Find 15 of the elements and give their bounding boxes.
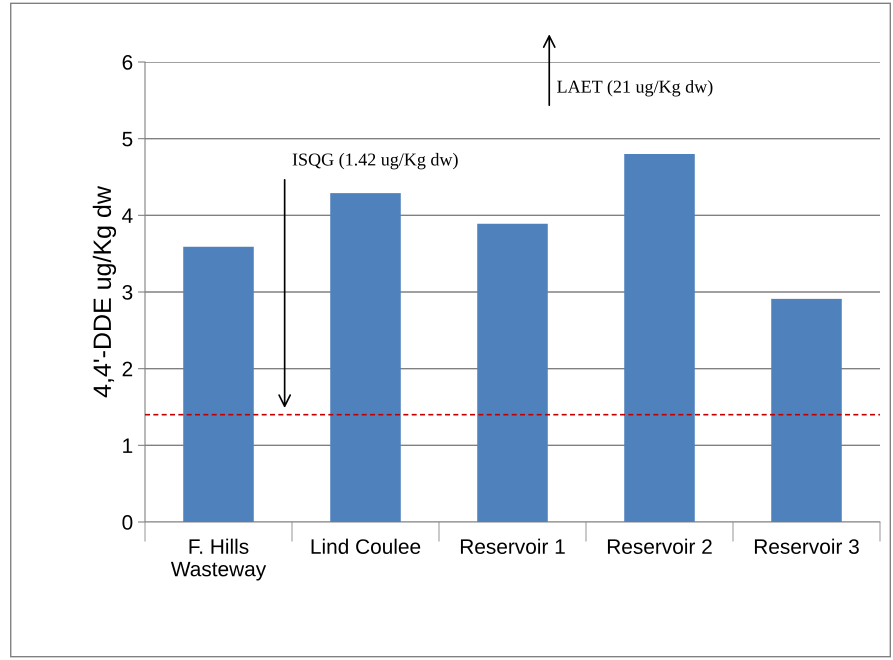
x-tick-label: Reservoir 3 [754, 538, 859, 554]
y-tick-label: 4 [122, 208, 133, 223]
y-tick-label: 6 [122, 55, 132, 70]
x-tick-label: F. Hills Wasteway [170, 538, 266, 581]
annotation: ISQG (1.42 ug/Kg dw) [292, 152, 458, 170]
x-tick-label: Reservoir 1 [460, 538, 565, 554]
annotation: LAET (21 ug/Kg dw) [557, 80, 712, 96]
y-tick-label: 0 [122, 515, 132, 530]
y-tick-label: 2 [122, 362, 132, 376]
x-tick-label: Reservoir 2 [608, 538, 712, 554]
y-tick-label: 3 [122, 285, 132, 300]
x-tick-label: Lind Coulee [312, 538, 420, 554]
y-tick-label: 5 [122, 132, 132, 146]
y-axis-title: 4,4'-DDE ug/Kg dw [92, 186, 116, 398]
y-tick-label: 1 [123, 438, 132, 453]
